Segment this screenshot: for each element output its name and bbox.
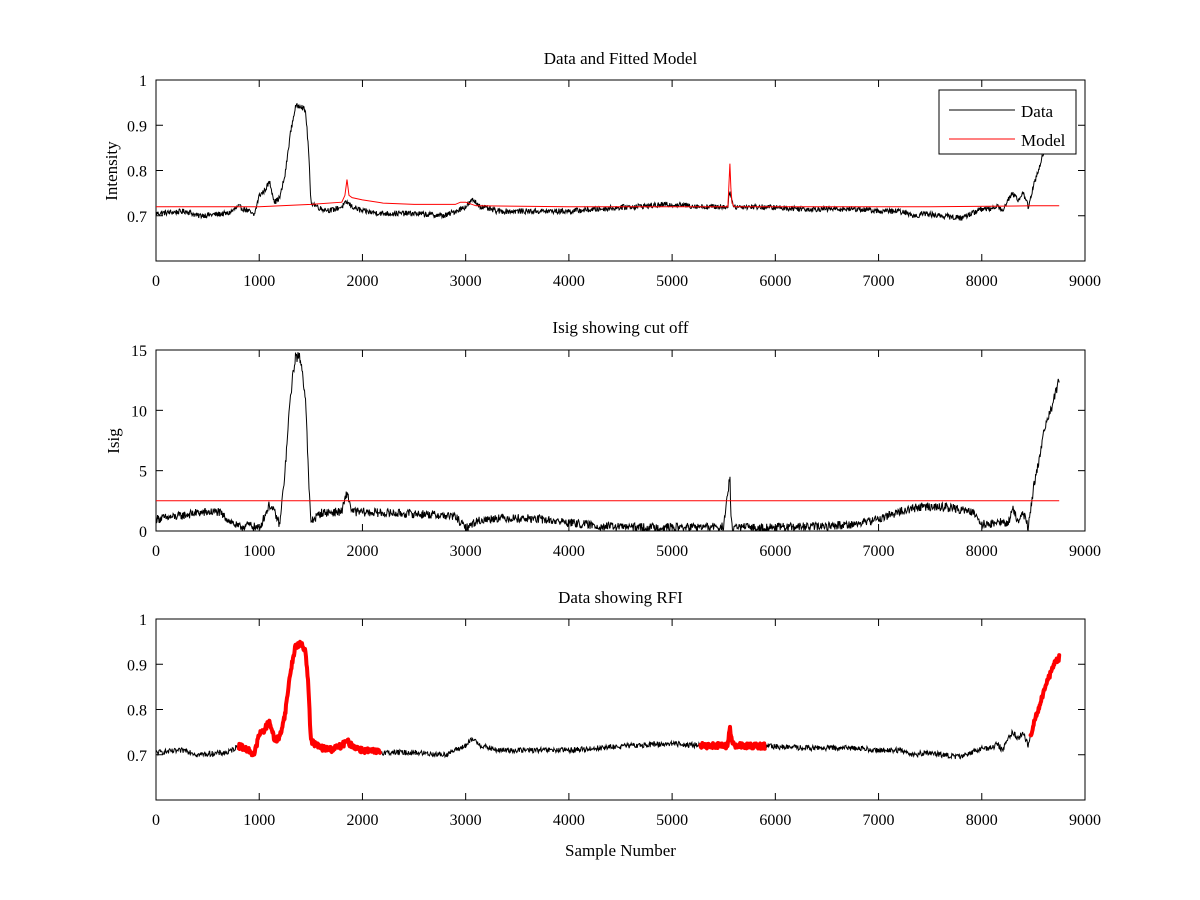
y-tick-label: 0.7 — [127, 209, 147, 226]
x-tick-label: 2000 — [346, 812, 378, 829]
x-tick-label: 4000 — [553, 812, 585, 829]
x-tick-label: 2000 — [346, 543, 378, 560]
x-tick-label: 8000 — [966, 543, 998, 560]
legend: Data Model — [938, 89, 1077, 155]
x-tick-label: 7000 — [863, 543, 895, 560]
series-line-model — [156, 163, 1060, 208]
y-tick-label: 5 — [139, 464, 147, 481]
y-tick-label: 0.7 — [127, 748, 147, 765]
y-tick-label: 0.9 — [127, 118, 147, 135]
x-tick-label: 5000 — [656, 812, 688, 829]
series-line-signal — [156, 352, 1060, 531]
x-tick-label: 1000 — [243, 273, 275, 290]
x-tick-label: 5000 — [656, 543, 688, 560]
series-group — [156, 352, 1060, 531]
series-line-data — [156, 102, 1060, 221]
x-tick-label: 1000 — [243, 543, 275, 560]
series-group — [156, 102, 1060, 221]
x-tick-label: 7000 — [863, 812, 895, 829]
subplot-data-showing-rfi: Data showing RFI Sample Number 0 1000 2000… — [127, 588, 1101, 860]
plot-area: 0 1000 2000 3000 4000 5000 6000 7000 8000 9000 0.7… — [127, 73, 1101, 290]
y-tick-label: 15 — [131, 343, 147, 360]
y-tick-label: 1 — [139, 73, 147, 90]
x-tick-label: 8000 — [966, 812, 998, 829]
axes-frame — [155, 349, 1086, 532]
x-axis-label: Sample Number — [565, 841, 676, 860]
x-tick-label: 4000 — [553, 273, 585, 290]
chart-title: Data and Fitted Model — [544, 49, 698, 68]
x-tick-label: 3000 — [450, 543, 482, 560]
rfi-highlight-segment — [698, 724, 767, 751]
legend-label-data: Data — [1021, 102, 1054, 121]
y-axis-label: Isig — [104, 428, 123, 454]
x-tick-label: 9000 — [1069, 543, 1101, 560]
x-tick-label: 8000 — [966, 273, 998, 290]
y-tick-label: 1 — [139, 612, 147, 629]
y-tick-label: 0.9 — [127, 657, 147, 674]
subplot-isig-showing-cut-off: Isig showing cut off Isig 0 1000 2000 3000 4… — [104, 318, 1101, 560]
y-tick-label: 10 — [131, 403, 147, 420]
x-tick-label: 6000 — [759, 543, 791, 560]
series-group — [156, 639, 1062, 760]
y-axis-label: Intensity — [102, 141, 121, 201]
x-tick-label: 2000 — [346, 273, 378, 290]
legend-label-model: Model — [1021, 131, 1066, 150]
rfi-highlight-segment — [1028, 653, 1062, 738]
y-tick-label: 0.8 — [127, 164, 147, 181]
x-tick-label: 4000 — [553, 543, 585, 560]
x-tick-label: 6000 — [759, 273, 791, 290]
x-tick-label: 0 — [152, 812, 160, 829]
y-tick-label: 0.8 — [127, 703, 147, 720]
x-tick-label: 5000 — [656, 273, 688, 290]
rfi-highlight-segment — [236, 639, 382, 758]
x-tick-label: 9000 — [1069, 273, 1101, 290]
subplot-data-and-fitted-model: Data and Fitted Model Intensity 0 1000 200… — [102, 49, 1101, 290]
chart-title: Isig showing cut off — [552, 318, 688, 337]
x-tick-label: 1000 — [243, 812, 275, 829]
x-tick-label: 9000 — [1069, 812, 1101, 829]
chart-title: Data showing RFI — [558, 588, 683, 607]
x-tick-label: 3000 — [450, 273, 482, 290]
plot-area: 0 1000 2000 3000 4000 5000 6000 7000 8000 9000 0 5 1… — [131, 343, 1101, 560]
x-tick-label: 0 — [152, 543, 160, 560]
legend-box — [938, 89, 1077, 155]
x-tick-label: 7000 — [863, 273, 895, 290]
y-tick-label: 0 — [139, 524, 147, 541]
x-tick-label: 0 — [152, 273, 160, 290]
x-tick-label: 6000 — [759, 812, 791, 829]
plot-area: 0 1000 2000 3000 4000 5000 6000 7000 8000 9000 0.7… — [127, 612, 1101, 829]
x-tick-label: 3000 — [450, 812, 482, 829]
